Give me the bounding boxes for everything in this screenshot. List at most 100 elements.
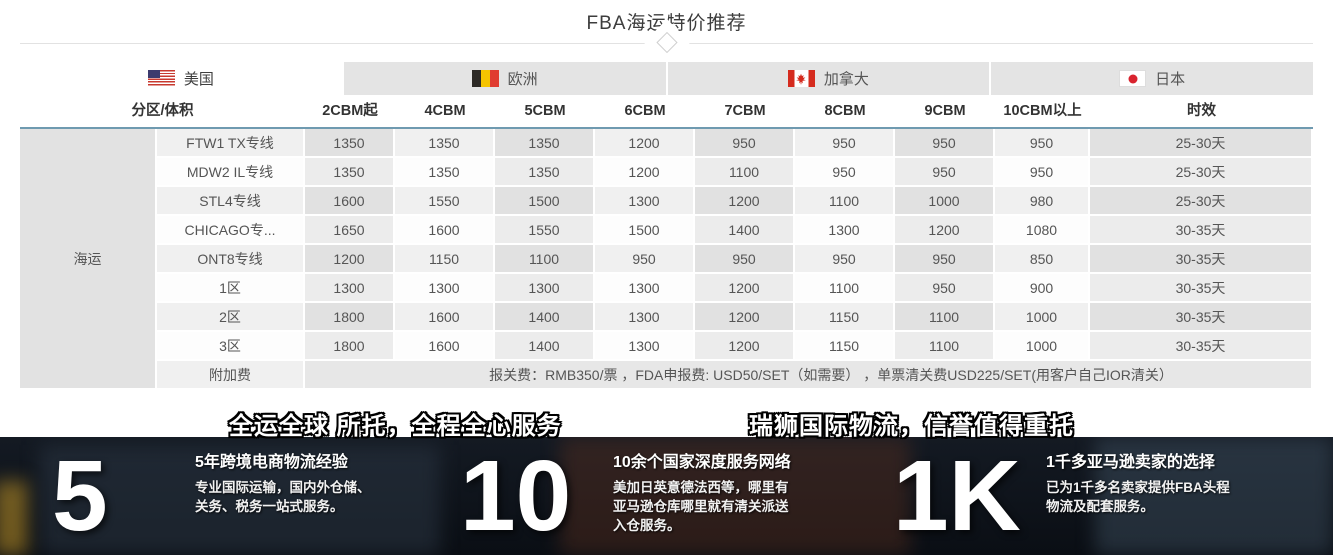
- price-cell: 1550: [395, 187, 495, 216]
- photo-truck-silhouette: [40, 445, 440, 555]
- price-cell: 1150: [795, 332, 895, 361]
- price-cell: 1600: [395, 303, 495, 332]
- canada-flag-icon: [787, 70, 815, 87]
- surcharge-label: 附加费: [157, 361, 305, 390]
- divider: [20, 31, 1313, 54]
- price-cell: 1100: [895, 332, 995, 361]
- header-4cbm: 4CBM: [395, 95, 495, 129]
- price-cell: 1000: [895, 187, 995, 216]
- footer-stats-section: 5 5年跨境电商物流经验 专业国际运输，国内外仓储、关务、税务一站式服务。 10…: [0, 437, 1333, 555]
- price-cell: 1650: [305, 216, 395, 245]
- price-cell: 1800: [305, 332, 395, 361]
- price-cell: 1100: [695, 158, 795, 187]
- maple-leaf-icon: [796, 73, 807, 84]
- duration-cell: 25-30天: [1090, 129, 1313, 158]
- page-title: FBA海运特价推荐: [586, 13, 747, 34]
- price-cell: 1400: [495, 332, 595, 361]
- price-cell: 1500: [595, 216, 695, 245]
- price-cell: 1150: [795, 303, 895, 332]
- header-8cbm: 8CBM: [795, 95, 895, 129]
- stat-number-years: 5: [52, 440, 108, 552]
- header-10cbm-plus: 10CBM以上: [995, 95, 1090, 129]
- price-cell: 1400: [495, 303, 595, 332]
- duration-cell: 30-35天: [1090, 274, 1313, 303]
- price-cell: 1350: [305, 129, 395, 158]
- stat-number-sellers: 1K: [893, 440, 1021, 552]
- price-cell: 950: [895, 158, 995, 187]
- price-cell: 1150: [395, 245, 495, 274]
- table-row: ONT8专线 1200 1150 1100 950 950 950 950 85…: [20, 245, 1313, 274]
- stat-block-years: 5年跨境电商物流经验 专业国际运输，国内外仓储、关务、税务一站式服务。: [195, 453, 371, 516]
- table-row: CHICAGO专... 1650 1600 1550 1500 1400 130…: [20, 216, 1313, 245]
- header-9cbm: 9CBM: [895, 95, 995, 129]
- duration-cell: 25-30天: [1090, 158, 1313, 187]
- tab-europe[interactable]: 欧洲: [343, 62, 668, 95]
- table-row: 2区 1800 1600 1400 1300 1200 1150 1100 10…: [20, 303, 1313, 332]
- table-row: 海运 FTW1 TX专线 1350 1350 1350 1200 950 950…: [20, 129, 1313, 390]
- price-cell: 1200: [305, 245, 395, 274]
- price-cell: 1350: [495, 158, 595, 187]
- price-cell: 950: [695, 129, 795, 158]
- country-tabs: 美国 欧洲 加拿大 日本: [20, 62, 1313, 95]
- tab-japan-label: 日本: [1155, 71, 1186, 88]
- slogan-left: 全运全球 所托，全程全心服务: [229, 413, 562, 440]
- price-cell: 1550: [495, 216, 595, 245]
- price-cell: 950: [895, 129, 995, 158]
- stat-block-countries: 10余个国家深度服务网络 美加日英意德法西等，哪里有亚马逊仓库哪里就有清关派送入…: [613, 453, 795, 535]
- japan-flag-icon: [1119, 70, 1147, 87]
- price-cell: 1200: [695, 274, 795, 303]
- surcharge-row: 附加费 报关费：RMB350/票 ，FDA申报费: USD50/SET（如需要）…: [20, 361, 1313, 390]
- price-cell: 1080: [995, 216, 1090, 245]
- price-cell: 1200: [595, 129, 695, 158]
- duration-cell: 30-35天: [1090, 216, 1313, 245]
- header-7cbm: 7CBM: [695, 95, 795, 129]
- header-6cbm: 6CBM: [595, 95, 695, 129]
- price-cell: 1200: [695, 332, 795, 361]
- route-name: CHICAGO专...: [157, 216, 305, 245]
- slogan-right: 瑞狮国际物流，信誉值得重托: [749, 413, 1074, 440]
- price-cell: 1400: [695, 216, 795, 245]
- price-cell: 1300: [395, 274, 495, 303]
- price-cell: 950: [995, 158, 1090, 187]
- table-row: STL4专线 1600 1550 1500 1300 1200 1100 100…: [20, 187, 1313, 216]
- tab-europe-label: 欧洲: [507, 71, 538, 88]
- tab-canada[interactable]: 加拿大: [667, 62, 992, 95]
- price-cell: 1300: [795, 216, 895, 245]
- stat-block-sellers: 1千多亚马逊卖家的选择 已为1千多名卖家提供FBA头程物流及配套服务。: [1046, 453, 1242, 516]
- price-cell: 950: [795, 158, 895, 187]
- tab-japan[interactable]: 日本: [991, 62, 1313, 95]
- route-name: 3区: [157, 332, 305, 361]
- tab-canada-label: 加拿大: [823, 71, 869, 88]
- stat-body: 已为1千多名卖家提供FBA头程物流及配套服务。: [1046, 480, 1230, 514]
- photo-truck-highlight: [0, 481, 28, 555]
- price-cell: 950: [795, 245, 895, 274]
- price-cell: 900: [995, 274, 1090, 303]
- price-cell: 950: [895, 274, 995, 303]
- price-cell: 1300: [595, 332, 695, 361]
- price-cell: 1000: [995, 303, 1090, 332]
- price-cell: 1300: [595, 303, 695, 332]
- stat-heading: 1千多亚马逊卖家的选择: [1046, 454, 1215, 471]
- price-cell: 1300: [495, 274, 595, 303]
- header-duration: 时效: [1090, 95, 1313, 129]
- usa-flag-icon: [147, 70, 175, 87]
- price-cell: 1100: [895, 303, 995, 332]
- route-name: 1区: [157, 274, 305, 303]
- stat-heading: 10余个国家深度服务网络: [613, 454, 791, 471]
- price-cell: 1600: [305, 187, 395, 216]
- price-cell: 950: [595, 245, 695, 274]
- price-cell: 950: [995, 129, 1090, 158]
- price-cell: 1800: [305, 303, 395, 332]
- price-cell: 1200: [695, 303, 795, 332]
- duration-cell: 30-35天: [1090, 332, 1313, 361]
- price-cell: 1600: [395, 332, 495, 361]
- route-name: STL4专线: [157, 187, 305, 216]
- tab-usa-label: 美国: [183, 71, 214, 88]
- price-cell: 1100: [795, 187, 895, 216]
- price-cell: 1600: [395, 216, 495, 245]
- price-cell: 1300: [305, 274, 395, 303]
- stat-body: 美加日英意德法西等，哪里有亚马逊仓库哪里就有清关派送入仓服务。: [613, 480, 789, 533]
- tab-usa[interactable]: 美国: [20, 62, 344, 95]
- price-cell: 1350: [395, 158, 495, 187]
